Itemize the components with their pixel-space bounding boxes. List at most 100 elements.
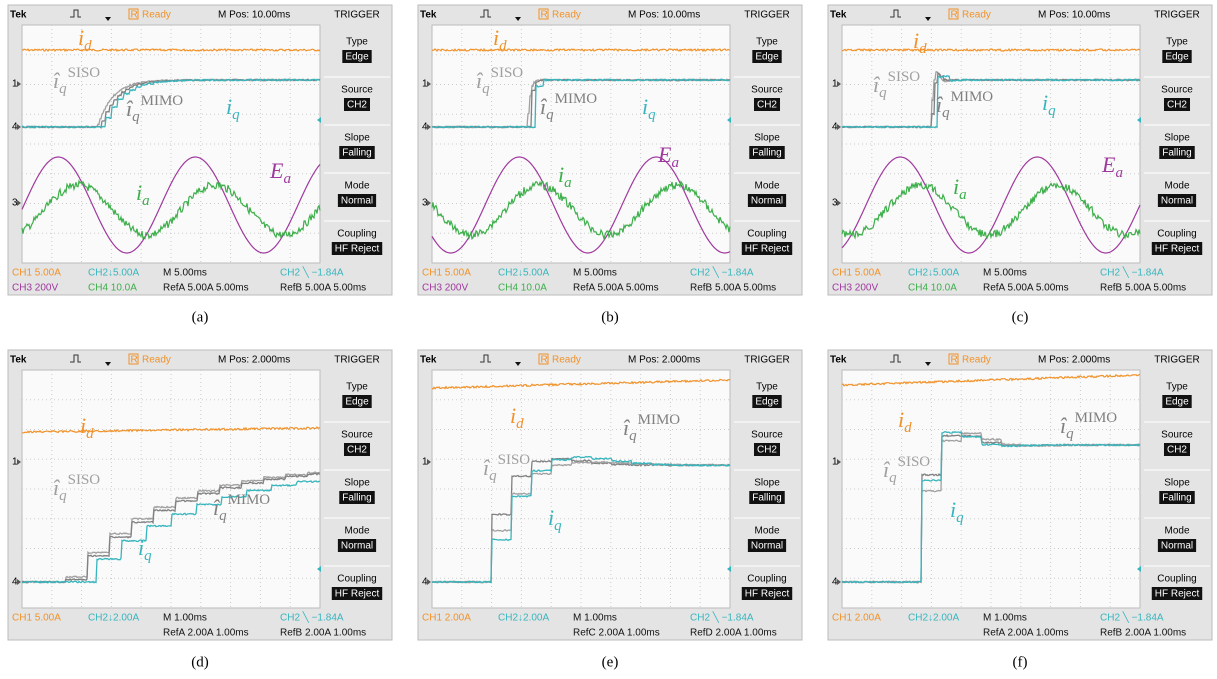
menu-label: Mode: [344, 181, 369, 192]
readout: CH4 10.0A: [908, 283, 957, 294]
menu-value: CH2: [347, 100, 367, 111]
readout: CH4 10.0A: [88, 283, 137, 294]
label-sub: d: [904, 420, 912, 436]
brand: Tek: [420, 355, 437, 366]
readout: CH2↓5.00A: [498, 268, 549, 279]
run-status: Ready: [142, 355, 171, 366]
readout: M 5.00ms: [983, 268, 1027, 279]
menu-value: Normal: [751, 541, 783, 552]
run-status: Ready: [962, 10, 991, 21]
run-icon: R: [951, 10, 958, 21]
menu-value: CH2: [757, 445, 777, 456]
label-sub: q: [144, 548, 152, 564]
menu-label: Coupling: [337, 574, 376, 585]
menu-value: HF Reject: [1155, 244, 1200, 255]
menu-label: Type: [1166, 37, 1188, 48]
menu-value: HF Reject: [335, 244, 380, 255]
label-sup: SISO: [888, 69, 921, 85]
label-sub: a: [564, 175, 572, 191]
readout: RefA 5.00A 5.00ms: [573, 283, 659, 294]
label-sup: SISO: [68, 472, 101, 488]
readout: M 5.00ms: [163, 268, 207, 279]
menu-label: Coupling: [747, 574, 786, 585]
menu-label: Slope: [344, 478, 370, 489]
menu-value: Edge: [755, 397, 779, 408]
menu-title: TRIGGER: [744, 10, 790, 21]
label-sub: q: [219, 508, 227, 524]
label-sub: q: [546, 107, 554, 123]
readout: RefB 5.00A 5.00ms: [1100, 283, 1186, 294]
readout: CH4 10.0A: [498, 283, 547, 294]
label-sub: d: [499, 38, 507, 54]
scope-panel: TekRReadyM Pos: 10.00msTRIGGERTypeEdgeSo…: [828, 5, 1212, 325]
readout: M 1.00ms: [163, 613, 207, 624]
label-sup: SISO: [898, 454, 931, 470]
brand: Tek: [830, 355, 847, 366]
menu-label: Type: [1166, 382, 1188, 393]
label-sup: MIMO: [141, 93, 184, 109]
label-sub: q: [1048, 103, 1056, 119]
menu-label: Source: [341, 85, 373, 96]
readout: RefB 2.00A 1.00ms: [280, 628, 366, 639]
caption: (b): [601, 309, 619, 325]
label-sub: d: [919, 41, 927, 57]
readout: M 5.00ms: [573, 268, 617, 279]
label-sub: q: [956, 510, 964, 526]
caption: (e): [602, 654, 619, 670]
label-base: E: [269, 158, 284, 183]
menu-value: CH2: [757, 100, 777, 111]
label-sub: q: [482, 81, 490, 97]
scope-panel: TekRReadyM Pos: 2.000msTRIGGERTypeEdgeSo…: [828, 350, 1212, 670]
label-base: E: [1101, 152, 1116, 177]
readout: RefA 5.00A 5.00ms: [983, 283, 1069, 294]
readout: CH1 5.00A: [12, 613, 61, 624]
readout: M 1.00ms: [983, 613, 1027, 624]
page: Tek R Ready M Pos: 10.00ms TRIGGER Type Edge So…: [0, 0, 1217, 679]
menu-value: Falling: [1162, 493, 1191, 504]
run-icon: R: [131, 10, 138, 21]
readout: M 1.00ms: [573, 613, 617, 624]
menu-label: Type: [756, 37, 778, 48]
brand: Tek: [10, 10, 27, 21]
horizontal-position: M Pos: 10.00ms: [628, 10, 700, 21]
horizontal-position: M Pos: 10.00ms: [1038, 10, 1110, 21]
run-icon: R: [541, 355, 548, 366]
scope-panel: TekRReadyM Pos: 10.00msTRIGGERTypeEdgeSo…: [8, 5, 392, 325]
readout: RefB 2.00A 1.00ms: [1100, 628, 1186, 639]
run-status: Ready: [142, 10, 171, 21]
brand: Tek: [10, 355, 27, 366]
label-sub: q: [132, 109, 140, 125]
readout: CH2 ╲ −1.84A: [690, 266, 754, 279]
readout: CH3 200V: [422, 283, 468, 294]
run-icon: R: [951, 355, 958, 366]
label-sub: d: [86, 426, 94, 442]
menu-label: Mode: [754, 526, 779, 537]
menu-value: Edge: [345, 397, 369, 408]
menu-label: Type: [346, 382, 368, 393]
menu-label: Mode: [754, 181, 779, 192]
brand: Tek: [420, 10, 437, 21]
menu-value: Falling: [752, 493, 781, 504]
label-sub: q: [59, 488, 67, 504]
menu-label: Coupling: [747, 229, 786, 240]
menu-label: Coupling: [337, 229, 376, 240]
menu-value: Falling: [752, 148, 781, 159]
caption: (d): [191, 654, 209, 670]
menu-value: Normal: [751, 196, 783, 207]
label-sup: SISO: [68, 65, 101, 81]
readout: CH2↓2.00A: [908, 613, 959, 624]
label-sub: d: [84, 38, 92, 54]
menu-title: TRIGGER: [744, 355, 790, 366]
readout: CH2 ╲ −1.84A: [280, 611, 344, 624]
label-sup: MIMO: [951, 89, 994, 105]
run-status: Ready: [552, 10, 581, 21]
menu-label: Slope: [1164, 478, 1190, 489]
menu-label: Type: [756, 382, 778, 393]
readout: CH3 200V: [832, 283, 878, 294]
menu-value: Normal: [341, 541, 373, 552]
readout: RefB 5.00A 5.00ms: [690, 283, 776, 294]
horizontal-position: M Pos: 2.000ms: [218, 355, 290, 366]
label-sub: d: [516, 416, 524, 432]
